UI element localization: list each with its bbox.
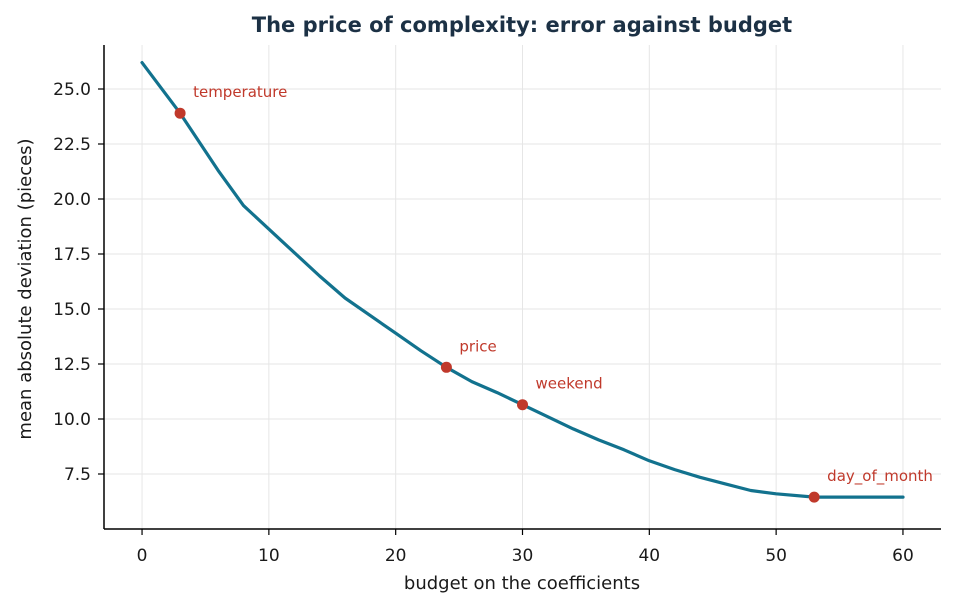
x-tick-label: 60	[892, 546, 914, 566]
chart-title: The price of complexity: error against b…	[252, 13, 792, 37]
y-tick-label: 22.5	[53, 135, 91, 155]
x-tick-label: 30	[512, 546, 534, 566]
y-ticks: 7.5 10.0 12.5 15.0 17.5 20.0 22.5 25.0	[53, 80, 104, 485]
y-tick-label: 12.5	[53, 355, 91, 375]
x-tick-label: 10	[258, 546, 280, 566]
y-tick-label: 7.5	[64, 465, 91, 485]
grid	[104, 45, 941, 529]
y-tick-label: 15.0	[53, 300, 91, 320]
annotation-label: temperature	[193, 83, 287, 101]
x-ticks: 0 10 20 30 40 50 60	[137, 529, 914, 566]
x-tick-label: 0	[137, 546, 148, 566]
y-tick-label: 10.0	[53, 410, 91, 430]
x-axis-label: budget on the coefficients	[404, 573, 640, 594]
annotations: temperature price weekend day_of_month	[174, 83, 933, 503]
y-axis-label: mean absolute deviation (pieces)	[15, 138, 36, 439]
y-tick-label: 17.5	[53, 245, 91, 265]
annotation-marker	[440, 361, 452, 373]
x-tick-label: 50	[765, 546, 787, 566]
annotation-label: price	[459, 337, 496, 355]
y-tick-label: 20.0	[53, 190, 91, 210]
x-tick-label: 40	[638, 546, 660, 566]
annotation-marker	[174, 107, 186, 119]
annotation-label: day_of_month	[827, 467, 933, 486]
annotation-marker	[517, 399, 528, 411]
annotation-marker	[808, 491, 820, 503]
x-tick-label: 20	[385, 546, 407, 566]
y-tick-label: 25.0	[53, 80, 91, 100]
annotation-label: weekend	[536, 375, 603, 393]
